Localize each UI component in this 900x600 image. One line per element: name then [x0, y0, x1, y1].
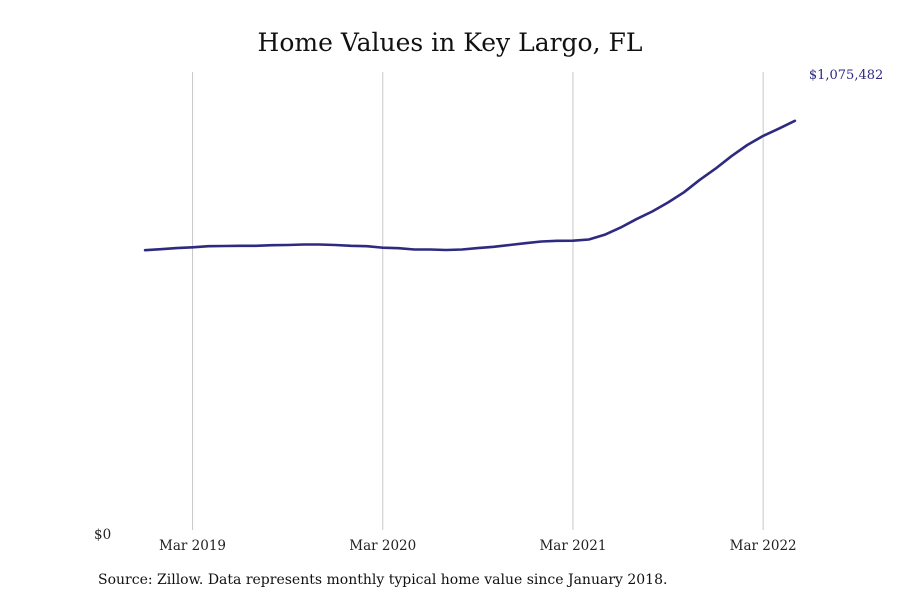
series-line: [143, 119, 797, 252]
x-tick-label: Mar 2019: [159, 538, 226, 554]
y-tick-label: $0: [94, 527, 111, 543]
x-tick-label: Mar 2022: [730, 538, 797, 554]
gridlines: [192, 72, 764, 530]
plot-area: [143, 119, 797, 252]
axis-labels: Mar 2019 Mar 2020 Mar 2021 Mar 2022 $0 $1,075…: [94, 68, 883, 554]
x-tick-label: Mar 2021: [539, 538, 606, 554]
source-note: Source: Zillow. Data represents monthly …: [98, 572, 668, 588]
x-tick-label: Mar 2020: [349, 538, 416, 554]
end-value-label: $1,075,482: [809, 68, 883, 83]
chart-title: Home Values in Key Largo, FL: [257, 28, 643, 57]
